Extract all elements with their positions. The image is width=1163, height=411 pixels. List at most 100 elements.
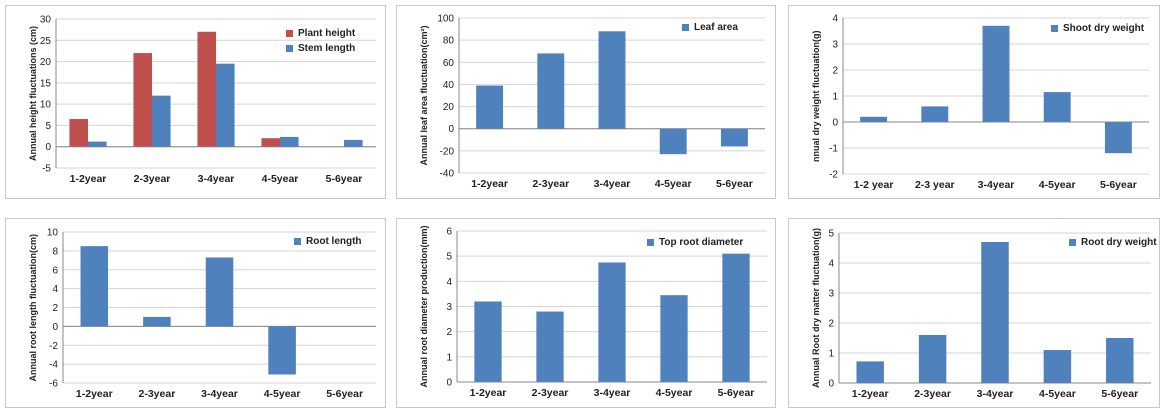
x-tick-label: 2-3year xyxy=(532,178,569,190)
chart-svg: -2 -1 0 1 2 3 4 1-2 year 2-3 year 3-4year 4-5year 5… xyxy=(829,14,1149,191)
y-tick-label: 3 xyxy=(446,302,452,313)
legend-entry: Leaf area xyxy=(682,22,738,33)
y-tick-label: 0 xyxy=(832,118,838,129)
x-tick-label: 3-4year xyxy=(198,173,235,185)
y-tick-label: 6 xyxy=(52,265,58,276)
bar xyxy=(476,85,504,129)
bar xyxy=(1106,338,1134,383)
legend-swatch xyxy=(647,239,654,246)
bar xyxy=(598,262,626,382)
legend-label: Stem length xyxy=(298,43,356,54)
y-tick-label: 2 xyxy=(446,327,452,338)
y-tick-label: -4 xyxy=(49,360,58,371)
y-axis-label: Annual root diameter production(mm) xyxy=(419,225,429,388)
legend-entry: Stem length xyxy=(286,43,355,54)
bar xyxy=(598,31,626,129)
x-tick-label: 5-6year xyxy=(326,173,363,185)
bar xyxy=(860,116,888,122)
chart-svg: -5 0 5 10 15 20 25 30 1-2year 2-3year 3-4year 4-5ye… xyxy=(40,15,376,185)
bar xyxy=(88,141,107,147)
y-tick-label: 1 xyxy=(828,349,834,360)
legend-swatch xyxy=(1051,25,1058,32)
bar xyxy=(918,335,947,383)
legend-swatch xyxy=(286,45,293,52)
y-tick-label: 100 xyxy=(437,14,454,25)
bar xyxy=(720,128,748,147)
bar xyxy=(80,246,109,327)
y-tick-label: 2 xyxy=(832,66,838,77)
bar xyxy=(981,242,1009,383)
x-tick-label: 5-6year xyxy=(716,178,753,190)
legend: Top root diameter xyxy=(647,237,743,248)
y-tick-label: 80 xyxy=(443,36,455,47)
y-tick-label: 3 xyxy=(832,40,838,51)
x-tick-label: 2-3year xyxy=(914,388,951,400)
bar xyxy=(216,63,235,147)
y-tick-label: 8 xyxy=(52,246,58,257)
x-tick-label: 3-4year xyxy=(978,179,1015,191)
legend: Plant height Stem length xyxy=(286,28,355,54)
legend: Shoot dry weight xyxy=(1051,23,1144,34)
x-tick-label: 3-4year xyxy=(594,178,631,190)
legend-entry: Top root diameter xyxy=(647,237,743,248)
bar xyxy=(722,253,750,382)
chart-svg: 0 1 2 3 4 5 1-2year 2-3year 3-4year 4-5year 5-6yea… xyxy=(828,229,1151,400)
bar xyxy=(1043,92,1071,122)
legend-entry: Root dry weight xyxy=(1069,237,1157,248)
bar xyxy=(921,106,949,122)
x-tick-label: 2-3 year xyxy=(915,179,955,191)
bar xyxy=(268,326,296,375)
legend-entry: Shoot dry weight xyxy=(1051,23,1144,34)
x-tick-label: 5-6year xyxy=(718,387,755,399)
y-tick-label: 6 xyxy=(446,227,452,238)
legend: Root dry weight xyxy=(1069,237,1157,248)
y-tick-label: 25 xyxy=(40,36,52,47)
bar xyxy=(261,138,280,147)
y-tick-label: -40 xyxy=(440,169,455,180)
bar xyxy=(982,25,1010,122)
legend-swatch xyxy=(682,24,689,31)
x-tick-label: 4-5year xyxy=(1039,388,1076,400)
legend-swatch xyxy=(294,238,301,245)
legend-label: Top root diameter xyxy=(659,237,744,248)
chart-root-length-fluctuation: -6 -4 -2 0 2 4 6 8 10 1-2year 2-3year 3-4year 4-5yea… xyxy=(5,218,386,408)
bar xyxy=(143,316,171,327)
bar xyxy=(856,361,884,383)
legend-label: Leaf area xyxy=(694,22,738,33)
y-axis-label: Annual leaf area fluctuation(cm²) xyxy=(419,25,429,166)
legend-swatch xyxy=(1069,239,1076,246)
y-tick-label: 30 xyxy=(40,15,52,26)
x-tick-label: 4-5year xyxy=(262,173,299,185)
y-tick-label: 4 xyxy=(446,277,452,288)
y-tick-label: 5 xyxy=(828,229,834,240)
x-tick-label: 1-2 year xyxy=(854,179,894,191)
y-tick-label: 4 xyxy=(52,284,58,295)
bar xyxy=(69,119,88,147)
chart-leaf-area-fluctuation: -40 -20 0 20 40 60 80 100 1-2year 2-3year 3-4year 4… xyxy=(396,5,776,199)
y-tick-label: 4 xyxy=(828,259,834,270)
legend-label: Root dry weight xyxy=(1081,237,1157,248)
y-tick-label: 2 xyxy=(828,319,834,330)
y-tick-label: -6 xyxy=(49,379,58,390)
x-tick-label: 1-2year xyxy=(470,387,507,399)
y-tick-label: 40 xyxy=(443,80,455,91)
y-tick-label: 1 xyxy=(832,92,838,103)
y-tick-label: 60 xyxy=(443,58,455,69)
legend-entry: Plant height xyxy=(286,28,355,39)
y-axis-label: Annual height fluctuations (cm) xyxy=(28,26,38,161)
x-tick-label: 2-3year xyxy=(532,387,569,399)
y-tick-label: 15 xyxy=(40,78,52,89)
x-tick-label: 1-2year xyxy=(852,388,889,400)
chart-root-diameter-production: 0 1 2 3 4 5 6 1-2year 2-3year 3-4year 4-5year 5-6ye… xyxy=(396,218,776,408)
x-tick-label: 4-5year xyxy=(655,178,692,190)
bar xyxy=(344,139,363,147)
y-tick-label: 4 xyxy=(832,14,838,25)
y-tick-label: 5 xyxy=(45,121,51,132)
x-tick-label: 1-2year xyxy=(471,178,508,190)
legend-entry: Root length xyxy=(294,236,362,247)
y-tick-label: 2 xyxy=(52,303,58,314)
chart-svg: -6 -4 -2 0 2 4 6 8 10 1-2year 2-3year 3-4year 4-5yea… xyxy=(47,228,376,400)
x-tick-label: 3-4year xyxy=(594,387,631,399)
legend-swatch xyxy=(286,30,293,37)
legend: Root length xyxy=(294,236,362,247)
